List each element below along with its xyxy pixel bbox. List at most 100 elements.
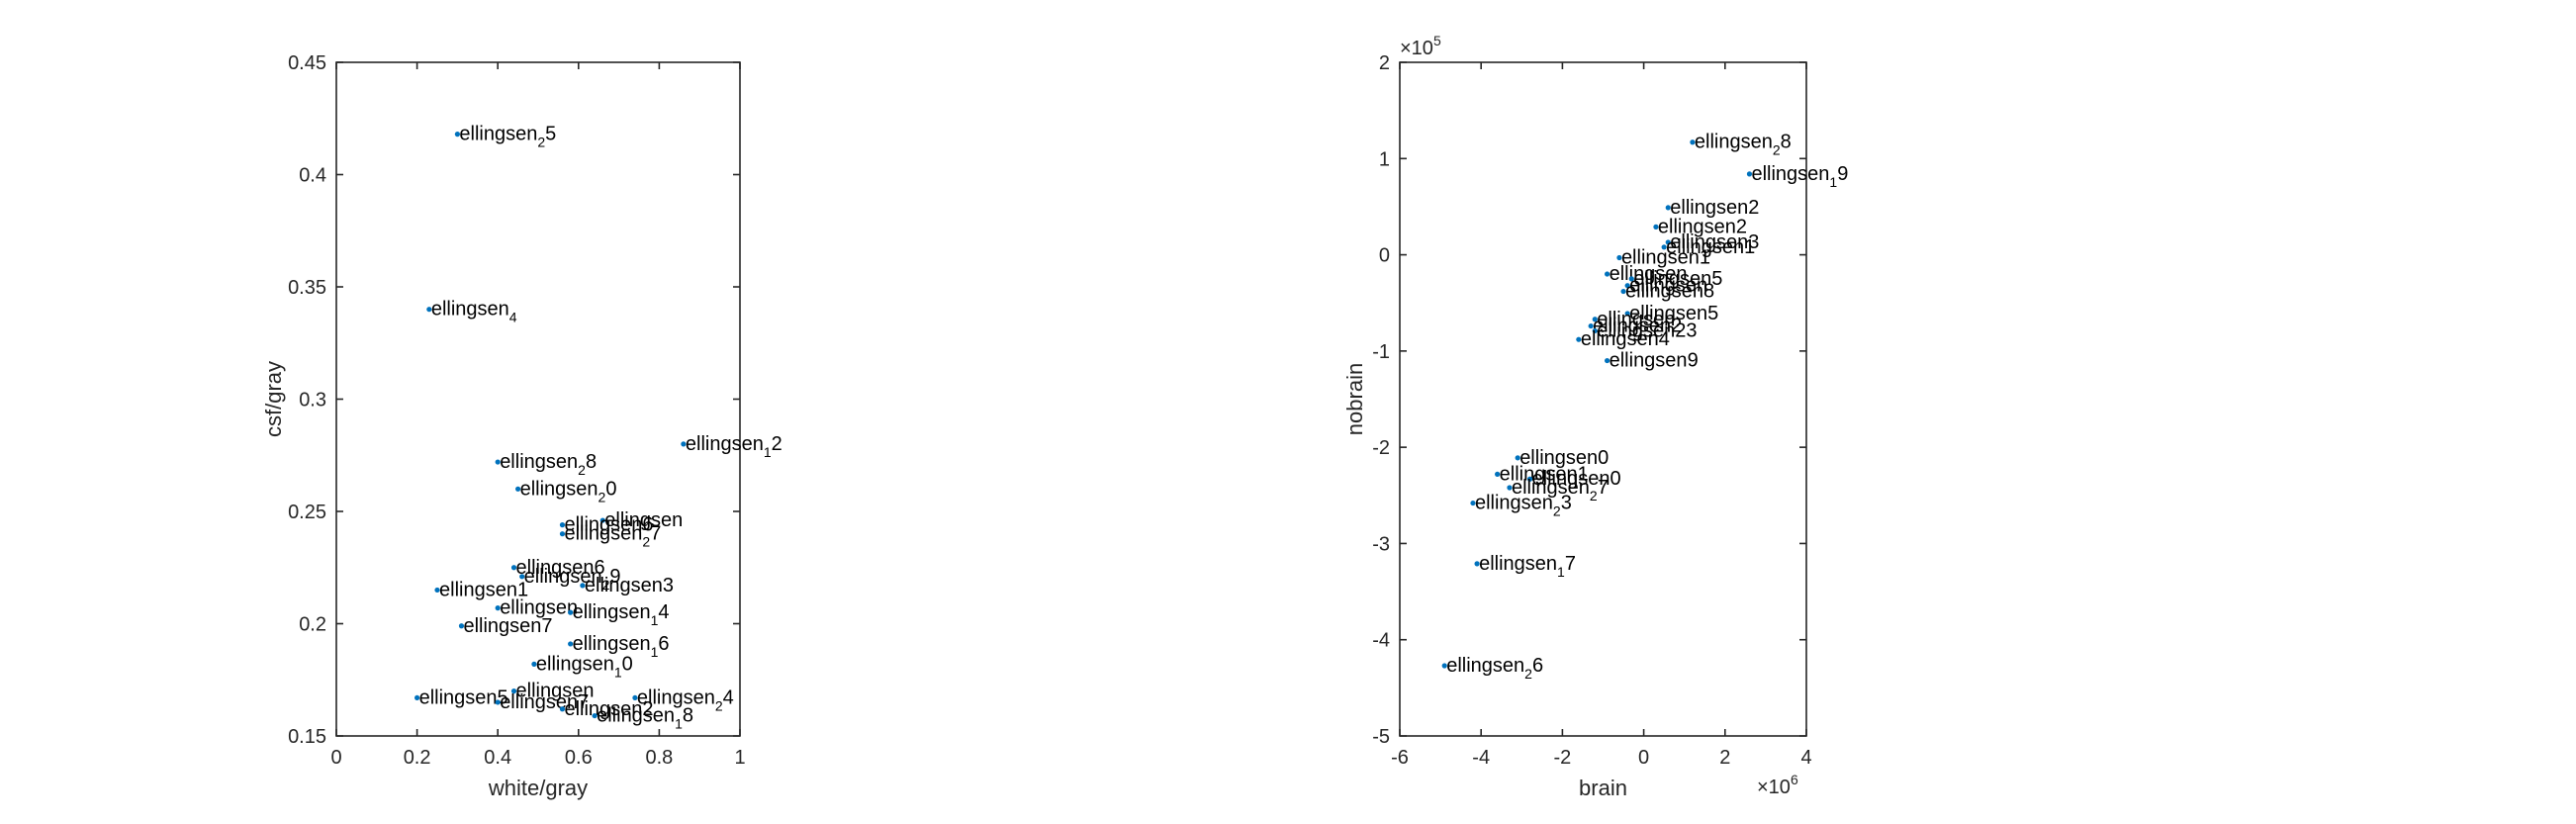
y-tick-label: -2 bbox=[1372, 437, 1390, 459]
data-point bbox=[1605, 357, 1610, 364]
x-tick-label: 0.2 bbox=[404, 747, 431, 769]
data-point bbox=[559, 531, 566, 537]
data-point bbox=[1515, 455, 1520, 461]
data-point-label: ellingsen26 bbox=[1446, 655, 1543, 682]
data-point-label: ellingsen8 bbox=[1625, 281, 1714, 303]
data-point bbox=[434, 587, 440, 594]
data-point bbox=[1616, 254, 1622, 261]
x-axis-label: white/gray bbox=[488, 776, 588, 800]
scatter-plot-brain-vs-nobrain: -6 -4 -2 0 2 4 -5 -4 -3 -2 -1 0 1 2 brain nobrain ×105 ×1… bbox=[1342, 33, 1848, 800]
y-tick-label: 0.2 bbox=[299, 614, 326, 636]
data-point bbox=[426, 307, 432, 313]
data-point bbox=[1665, 205, 1671, 211]
data-point bbox=[458, 623, 465, 629]
x-exponent-label: ×106 bbox=[1757, 772, 1798, 798]
y-axis-label: nobrain bbox=[1342, 363, 1367, 435]
data-point-label: ellingsen5 bbox=[419, 687, 508, 708]
x-tick-label: 0.4 bbox=[484, 747, 511, 769]
data-point-label: ellingsen28 bbox=[1695, 132, 1792, 158]
data-point-label: ellingsen12 bbox=[686, 433, 782, 460]
data-point-label: ellingsen3 bbox=[1670, 231, 1759, 253]
data-point bbox=[592, 712, 598, 719]
data-point bbox=[568, 609, 574, 615]
data-point bbox=[1620, 288, 1626, 295]
data-point bbox=[454, 132, 460, 137]
data-point bbox=[1624, 311, 1630, 317]
data-point-label: ellingsen10 bbox=[536, 653, 633, 680]
data-point bbox=[531, 661, 537, 667]
data-point-label: ellingsen3 bbox=[585, 575, 674, 596]
x-tick-label: -4 bbox=[1472, 747, 1490, 769]
data-point-label: ellingsen bbox=[1597, 309, 1675, 330]
data-point bbox=[681, 441, 687, 447]
data-point-label: ellingsen19 bbox=[1751, 163, 1848, 190]
scatter-plot-white-gray-vs-csf-gray: 0 0.2 0.4 0.6 0.8 1 0.15 0.2 0.25 0.3 0.35 0.4 0.45 w… bbox=[261, 52, 782, 800]
data-point-label: ellingsen14 bbox=[573, 601, 670, 628]
data-point-label: ellingsen7 bbox=[500, 691, 589, 713]
y-tick-label: 0.45 bbox=[288, 52, 326, 74]
y-tick-label: 0.3 bbox=[299, 390, 326, 412]
data-point-label: ellingsen1 bbox=[1500, 463, 1589, 485]
data-point-label: ellingsen17 bbox=[1479, 553, 1576, 580]
data-point bbox=[1495, 471, 1501, 477]
data-point-label: ellingsen bbox=[604, 509, 683, 531]
y-tick-label: 0.4 bbox=[299, 165, 326, 187]
data-point bbox=[1441, 663, 1447, 669]
x-tick-label: 0 bbox=[330, 747, 341, 769]
data-point bbox=[1588, 322, 1594, 329]
data-point bbox=[519, 574, 525, 580]
data-point-label: ellingsen1 bbox=[1666, 236, 1755, 258]
data-point bbox=[1653, 224, 1659, 229]
data-point-label: ellingsen2 bbox=[1658, 216, 1747, 237]
data-point bbox=[1592, 327, 1598, 334]
data-point-label: ellingsen5 bbox=[1629, 303, 1718, 324]
data-point bbox=[495, 699, 501, 705]
data-point bbox=[1661, 244, 1667, 250]
y-tick-label: 0.15 bbox=[288, 726, 326, 748]
x-tick-label: 0.6 bbox=[565, 747, 593, 769]
y-axis-label: csf/gray bbox=[261, 361, 286, 437]
data-point bbox=[1576, 336, 1582, 342]
y-tick-label: 2 bbox=[1379, 52, 1390, 74]
data-point-label: ellingsen1 bbox=[439, 579, 528, 600]
data-point bbox=[495, 459, 501, 465]
x-tick-label: 4 bbox=[1800, 747, 1811, 769]
data-point-label: ellingsen bbox=[500, 597, 578, 619]
data-point bbox=[495, 605, 501, 611]
data-point bbox=[1470, 500, 1476, 506]
data-point bbox=[580, 583, 586, 589]
data-point bbox=[568, 641, 574, 647]
data-point bbox=[1628, 276, 1634, 282]
data-point-label: ellingsen23 bbox=[1597, 320, 1697, 341]
data-point-label: ellingsen bbox=[516, 681, 595, 702]
y-tick-label: 0.35 bbox=[288, 277, 326, 299]
data-point-label: ellingsen2 bbox=[1593, 316, 1682, 337]
y-tick-label: -1 bbox=[1372, 341, 1390, 363]
data-point-label: ellingsen bbox=[1629, 275, 1707, 297]
y-exponent-label: ×105 bbox=[1400, 33, 1441, 59]
data-point bbox=[510, 688, 517, 694]
data-point bbox=[1526, 476, 1533, 482]
data-point bbox=[1605, 271, 1610, 277]
data-point-label: ellingsen4 bbox=[1581, 328, 1670, 350]
data-point bbox=[515, 486, 521, 492]
data-point bbox=[510, 565, 517, 571]
data-point bbox=[1507, 485, 1513, 491]
data-point bbox=[559, 522, 566, 528]
x-tick-label: 1 bbox=[734, 747, 745, 769]
data-point-label: ellingsen6 bbox=[516, 557, 605, 579]
data-point-label: ellingsen9 bbox=[1610, 350, 1699, 372]
data-point bbox=[1474, 561, 1480, 567]
data-point-label: ellingsen2 bbox=[1670, 197, 1759, 219]
x-tick-label: -2 bbox=[1554, 747, 1572, 769]
data-point-label: ellingsen1 bbox=[1621, 246, 1710, 268]
data-point bbox=[559, 706, 566, 712]
data-point-label: ellingsen0 bbox=[1532, 468, 1621, 490]
data-point-label: ellingsen6 bbox=[564, 514, 653, 536]
data-point-label: ellingsen7 bbox=[463, 615, 552, 637]
axes-frame bbox=[1399, 61, 1807, 737]
data-point bbox=[1592, 317, 1598, 322]
data-point-label: ellingsen0 bbox=[1519, 447, 1609, 469]
data-point-label: ellingsen18 bbox=[597, 705, 693, 732]
